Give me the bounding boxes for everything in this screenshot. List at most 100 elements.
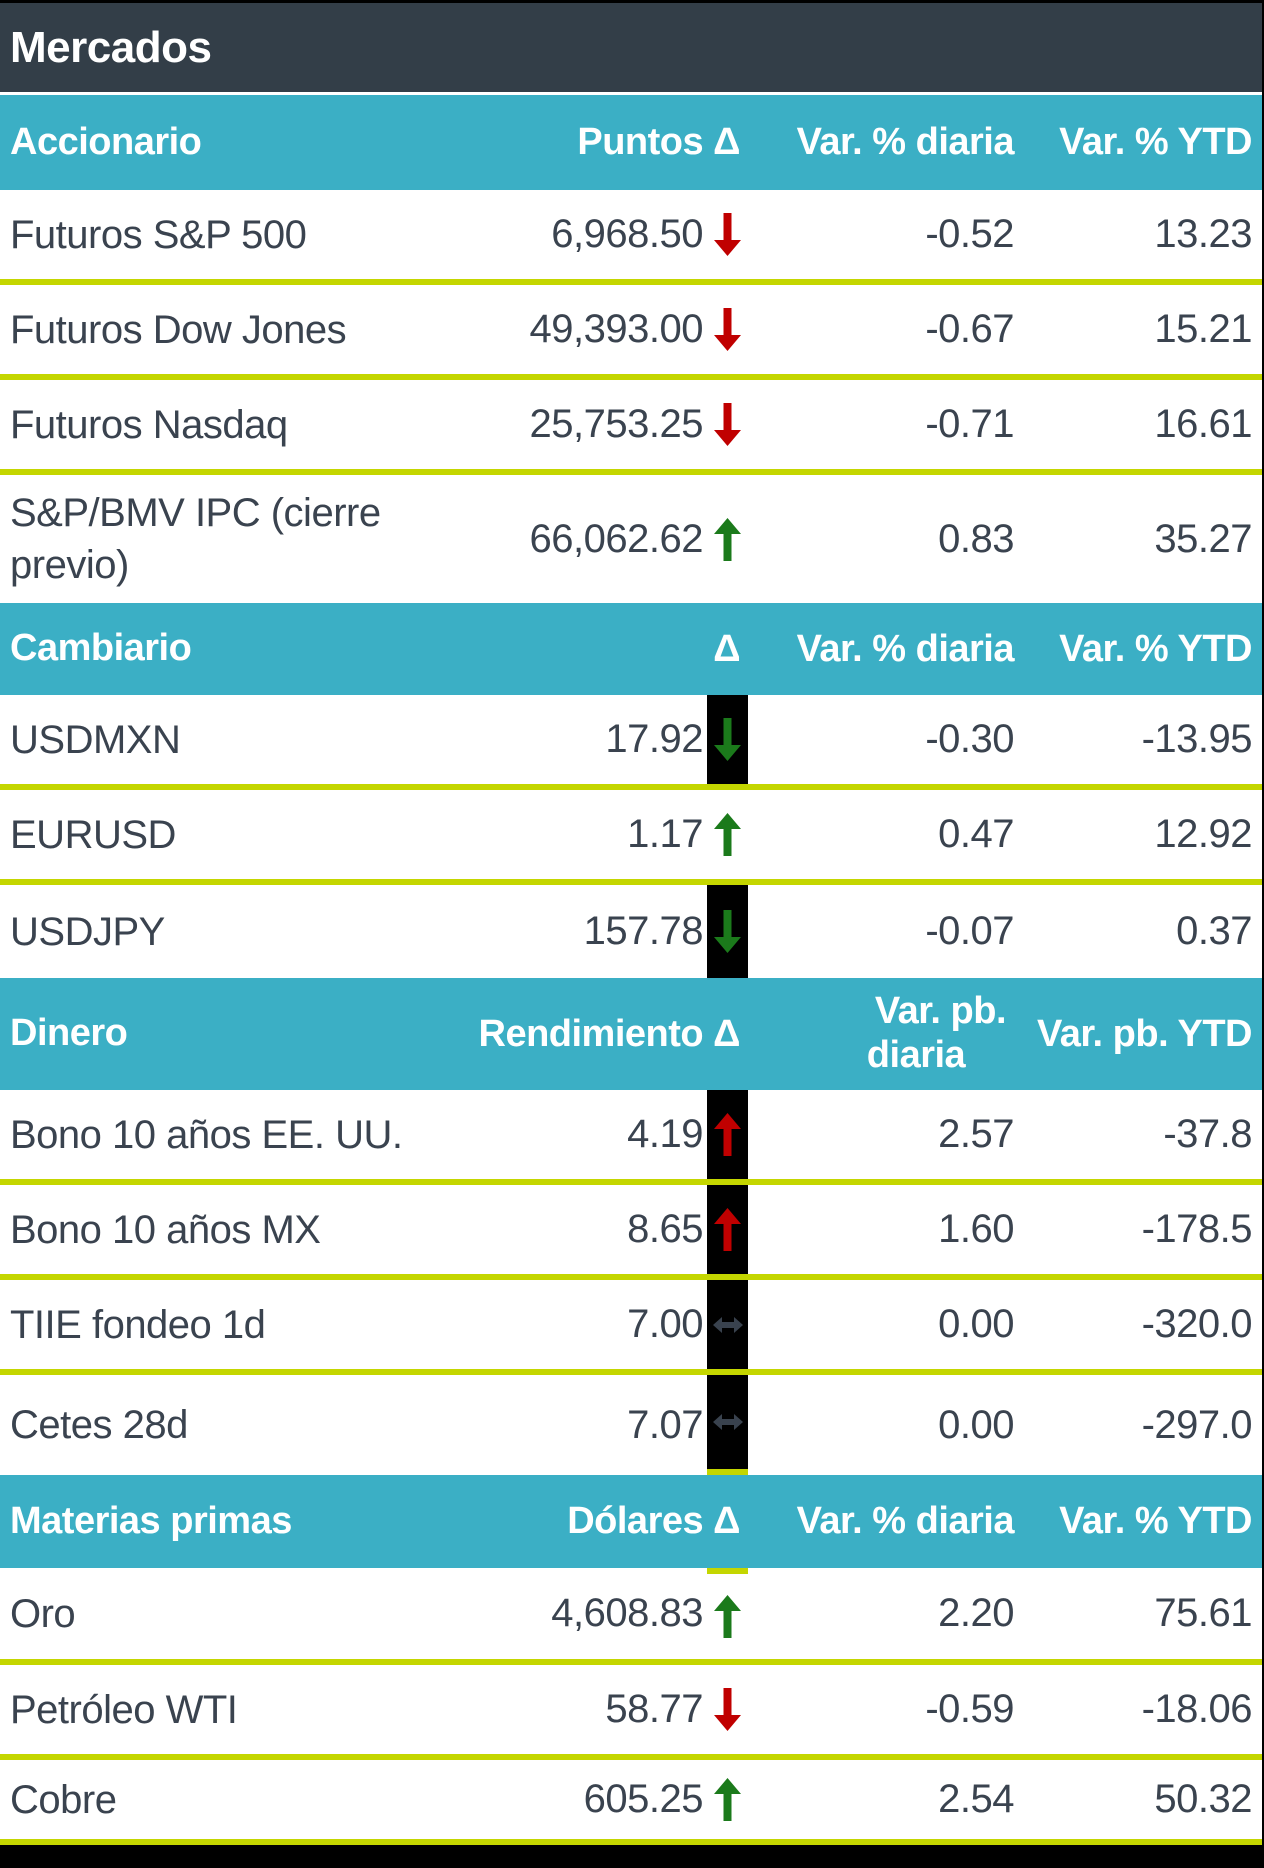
row-value: 157.78	[583, 909, 704, 953]
table-row-bono-10-a-os-ee-uu: Bono 10 años EE. UU. 4.19 2.57 -37.8	[0, 1090, 1262, 1185]
row-label: Bono 10 años MX	[10, 1207, 321, 1252]
up-arrow-icon	[707, 1760, 748, 1839]
row-value: 25,753.25	[529, 402, 704, 446]
daily-change-value: 2.54	[938, 1777, 1014, 1821]
ytd-change-value: 35.27	[1154, 516, 1252, 561]
column-header-ytd: Var. % YTD	[1059, 1500, 1252, 1542]
column-header-value: Puntos Δ	[577, 121, 740, 163]
table-row-bono-10-a-os-mx: Bono 10 años MX 8.65 1.60 -178.5	[0, 1185, 1262, 1280]
section-title: Accionario	[10, 120, 202, 163]
row-value: 17.92	[605, 717, 703, 761]
column-header-daily: Var. % diaria	[796, 1500, 1015, 1542]
bottom-bar	[0, 1845, 1262, 1868]
row-label: S&P/BMV IPC (cierre previo)	[10, 491, 381, 587]
table-row-oro: Oro 4,608.83 2.20 75.61	[0, 1568, 1262, 1665]
column-header-daily: Var. % diaria	[796, 121, 1015, 163]
table-row-eurusd: EURUSD 1.17 0.47 12.92	[0, 790, 1262, 885]
ytd-change-value: -178.5	[1141, 1207, 1253, 1251]
down-arrow-icon	[707, 380, 748, 469]
daily-change-value: -0.67	[925, 307, 1014, 351]
daily-change-value: 0.00	[938, 1402, 1014, 1447]
ytd-change-value: 16.61	[1154, 402, 1252, 446]
column-header-ytd: Var. % YTD	[1059, 121, 1252, 163]
up-arrow-icon	[707, 1090, 748, 1179]
row-value: 6,968.50	[551, 212, 703, 256]
section-header-accionario: Accionario Puntos Δ Var. % diaria Var. % YT…	[0, 95, 1262, 190]
section-title: Materias primas	[10, 1499, 292, 1542]
column-header-daily-line1: Var. pb.	[874, 990, 1007, 1033]
row-label: Cetes 28d	[10, 1403, 188, 1447]
column-header-daily: Var. % diaria	[796, 627, 1015, 670]
ytd-change-value: -37.8	[1163, 1112, 1252, 1156]
table-row-usdmxn: USDMXN 17.92 -0.30 -13.95	[0, 695, 1262, 790]
row-value: 4.19	[627, 1112, 703, 1156]
row-label: USDJPY	[10, 909, 165, 954]
column-header-daily: Var. pb. diaria	[748, 978, 1014, 1090]
down-arrow-icon	[707, 885, 748, 978]
ytd-change-value: -297.0	[1141, 1402, 1253, 1447]
column-header-value: Dólares Δ	[567, 1500, 740, 1542]
column-header-value: Δ	[713, 627, 740, 670]
daily-change-value: 2.57	[938, 1112, 1014, 1156]
column-header-ytd: Var. pb. YTD	[1036, 1012, 1253, 1055]
daily-change-value: 0.00	[938, 1302, 1014, 1346]
down-arrow-icon	[707, 1665, 748, 1754]
row-label: USDMXN	[10, 717, 181, 762]
daily-change-value: -0.71	[925, 402, 1014, 446]
table-row-futuros-s-p-500: Futuros S&P 500 6,968.50 -0.52 13.23	[0, 190, 1262, 285]
up-arrow-icon	[707, 1185, 748, 1274]
up-arrow-icon	[707, 1568, 748, 1659]
ytd-change-value: -13.95	[1141, 717, 1253, 761]
row-value: 66,062.62	[529, 516, 704, 561]
daily-change-value: 0.47	[938, 812, 1014, 856]
daily-change-value: -0.59	[925, 1687, 1014, 1731]
row-label: Petróleo WTI	[10, 1687, 238, 1732]
row-value: 58.77	[605, 1687, 703, 1731]
row-label: Futuros Dow Jones	[10, 307, 347, 352]
row-label: Cobre	[10, 1777, 117, 1822]
row-value: 4,608.83	[551, 1591, 703, 1635]
ytd-change-value: 13.23	[1154, 212, 1252, 256]
row-label: Futuros S&P 500	[10, 212, 307, 257]
row-label: Futuros Nasdaq	[10, 402, 288, 447]
ytd-change-value: -320.0	[1141, 1302, 1253, 1346]
column-header-daily-line2: diaria	[866, 1034, 966, 1076]
row-label: TIIE fondeo 1d	[10, 1302, 266, 1347]
down-arrow-icon	[707, 695, 748, 784]
ytd-change-value: 75.61	[1154, 1591, 1252, 1635]
row-value: 49,393.00	[529, 307, 704, 351]
ytd-change-value: 15.21	[1154, 307, 1252, 351]
section-header-cambiario: Cambiario Δ Var. % diaria Var. % YTD	[0, 603, 1262, 695]
row-value: 8.65	[627, 1207, 703, 1251]
up-arrow-icon	[707, 475, 748, 603]
section-title: Cambiario	[10, 627, 192, 670]
daily-change-value: -0.52	[925, 212, 1014, 256]
table-row-futuros-dow-jones: Futuros Dow Jones 49,393.00 -0.67 15.21	[0, 285, 1262, 380]
page-title: Mercados	[0, 3, 1262, 92]
table-body: Accionario Puntos Δ Var. % diaria Var. % YT…	[0, 95, 1262, 1845]
row-label: Oro	[10, 1591, 76, 1636]
daily-change-value: 1.60	[938, 1207, 1014, 1251]
up-arrow-icon	[707, 790, 748, 879]
ytd-change-value: 12.92	[1154, 812, 1252, 856]
row-label: EURUSD	[10, 812, 176, 857]
daily-change-value: 2.20	[938, 1591, 1014, 1635]
table-row-cetes-28d: Cetes 28d 7.07 0.00 -297.0	[0, 1375, 1262, 1475]
section-header-materias-primas: Materias primas Dólares Δ Var. % diaria Var…	[0, 1475, 1262, 1568]
down-arrow-icon	[707, 285, 748, 374]
column-header-ytd: Var. % YTD	[1059, 627, 1252, 670]
ytd-change-value: -18.06	[1141, 1687, 1253, 1731]
daily-change-value: -0.30	[925, 717, 1014, 761]
daily-change-value: -0.07	[925, 909, 1014, 953]
column-header-value: Rendimiento Δ	[478, 1012, 741, 1055]
flat-arrow-icon	[707, 1280, 748, 1369]
table-row-usdjpy: USDJPY 157.78 -0.07 0.37	[0, 885, 1262, 978]
daily-change-value: 0.83	[938, 516, 1014, 561]
down-arrow-icon	[707, 190, 748, 279]
ytd-change-value: 0.37	[1176, 909, 1252, 953]
row-label: Bono 10 años EE. UU.	[10, 1112, 403, 1157]
table-row-cobre: Cobre 605.25 2.54 50.32	[0, 1760, 1262, 1845]
row-value: 7.00	[627, 1302, 703, 1346]
row-value: 1.17	[627, 812, 703, 856]
